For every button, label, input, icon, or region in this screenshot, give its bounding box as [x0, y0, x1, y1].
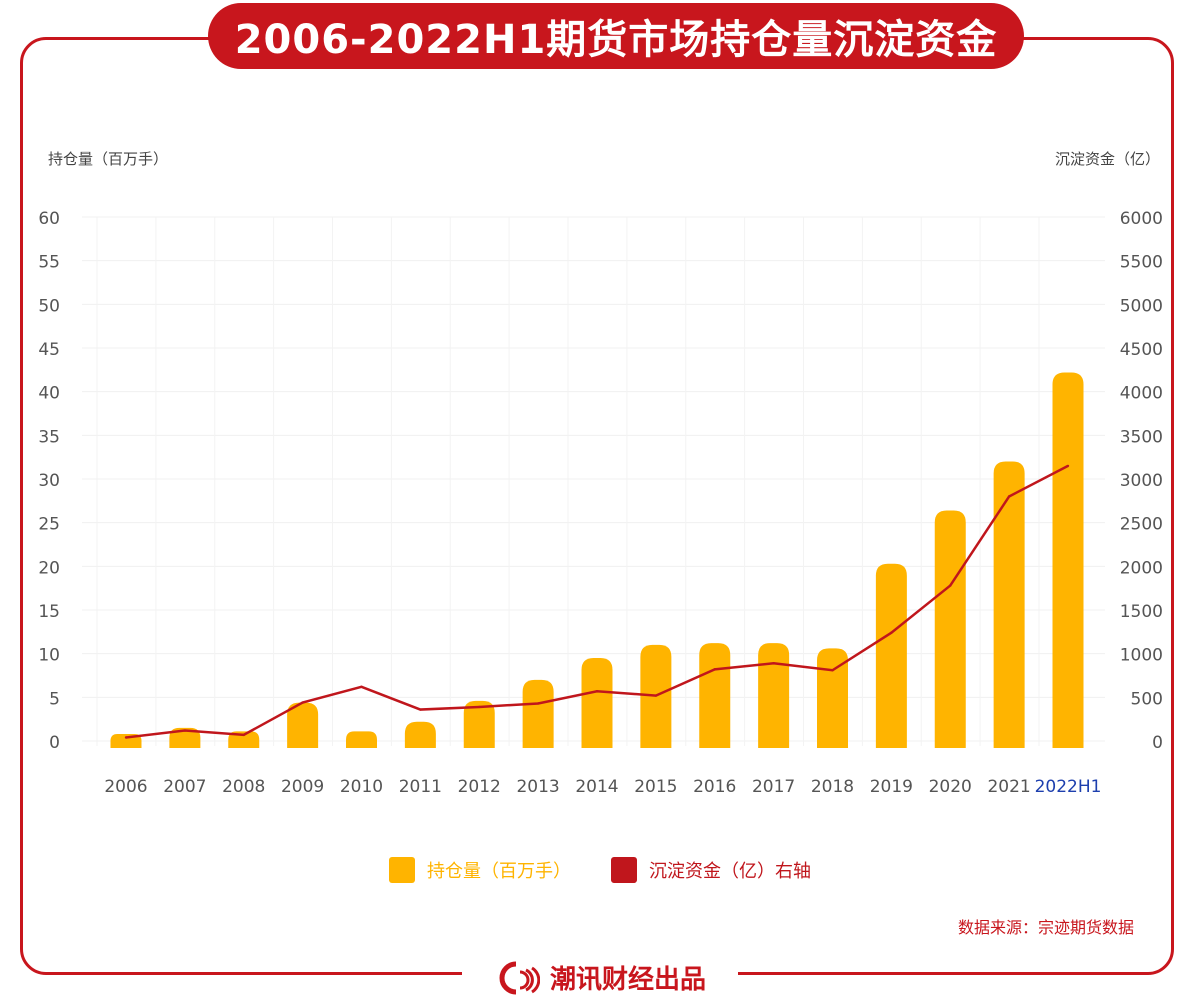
data-source: 数据来源：宗迹期货数据: [957, 918, 1134, 937]
bar: [758, 643, 790, 748]
x-tick-label: 2017: [752, 777, 795, 797]
line-point: [713, 668, 716, 671]
right-tick-label: 3500: [1120, 427, 1163, 447]
legend-swatch-line: [611, 857, 637, 883]
left-tick-label: 0: [49, 733, 60, 753]
line-point: [654, 694, 658, 697]
right-tick-label: 2000: [1120, 558, 1163, 578]
bar: [817, 648, 848, 748]
x-tick-label: 2006: [104, 777, 147, 797]
line-point: [1007, 495, 1011, 498]
line-point: [183, 729, 187, 732]
left-tick-label: 50: [38, 296, 60, 316]
x-tick-label: 2007: [163, 777, 206, 797]
left-axis-title: 持仓量（百万手）: [48, 150, 169, 168]
x-tick-label: 2019: [870, 777, 913, 797]
line-point: [419, 708, 422, 711]
bar: [404, 721, 436, 748]
right-tick-label: 2500: [1120, 515, 1163, 535]
right-tick-label: 5500: [1120, 253, 1163, 273]
bar: [169, 727, 201, 748]
bar: [875, 563, 907, 748]
x-tick-label: 2016: [693, 777, 736, 797]
legend-item-bar[interactable]: 持仓量（百万手）: [389, 857, 571, 883]
left-tick-label: 30: [38, 471, 60, 491]
bar: [287, 702, 319, 748]
line-point: [831, 669, 834, 672]
x-tick-label: 2015: [634, 777, 677, 797]
legend: 持仓量（百万手） 沉淀资金（亿）右轴: [0, 857, 1200, 883]
left-tick-label: 45: [38, 340, 60, 360]
legend-label-line: 沉淀资金（亿）右轴: [649, 861, 811, 882]
legend-swatch-bar: [389, 857, 415, 883]
left-tick-label: 20: [38, 558, 60, 578]
left-tick-label: 15: [38, 602, 60, 622]
chart-title: 2006-2022H1期货市场持仓量沉淀资金: [208, 3, 1024, 69]
x-tick-label: 2022H1: [1035, 777, 1102, 797]
line-point: [478, 705, 481, 709]
x-tick-label: 2009: [281, 777, 324, 797]
line-point: [949, 584, 952, 587]
brand-logo-icon: [499, 961, 540, 994]
x-tick-label: 2014: [575, 777, 618, 797]
line-point: [242, 733, 245, 737]
left-tick-label: 5: [49, 689, 60, 709]
bar: [463, 700, 495, 748]
left-tick-label: 55: [38, 253, 60, 273]
right-tick-label: 6000: [1120, 209, 1163, 229]
bar: [993, 461, 1025, 748]
right-tick-label: 4000: [1120, 384, 1163, 404]
line-point: [536, 702, 540, 705]
footer-brand: 潮讯财经出品: [462, 955, 738, 1000]
legend-item-line[interactable]: 沉淀资金（亿）右轴: [611, 857, 811, 883]
line-point: [890, 631, 893, 634]
line-point: [595, 690, 599, 693]
x-tick-label: 2018: [811, 777, 854, 797]
right-tick-label: 3000: [1120, 471, 1163, 491]
left-tick-label: 35: [38, 427, 60, 447]
left-tick-label: 25: [38, 515, 60, 535]
bar: [346, 731, 377, 748]
bar: [699, 643, 731, 748]
right-axis-title: 沉淀资金（亿）: [1054, 150, 1160, 168]
line-point: [124, 736, 128, 739]
right-tick-label: 500: [1131, 689, 1163, 709]
footer-text: 潮讯财经出品: [549, 965, 706, 995]
x-tick-label: 2020: [929, 777, 972, 797]
line-point: [360, 685, 363, 689]
x-tick-label: 2013: [516, 777, 559, 797]
right-tick-label: 1000: [1120, 646, 1163, 666]
x-tick-label: 2021: [987, 777, 1030, 797]
x-tick-label: 2010: [340, 777, 383, 797]
left-tick-label: 40: [38, 384, 60, 404]
left-tick-label: 10: [38, 646, 60, 666]
line-point: [1066, 464, 1070, 468]
right-tick-label: 0: [1152, 733, 1163, 753]
bar: [934, 510, 966, 748]
line-point: [301, 701, 304, 704]
legend-label-bar: 持仓量（百万手）: [427, 861, 571, 882]
x-tick-label: 2011: [399, 777, 442, 797]
line-point: [772, 662, 775, 665]
right-tick-label: 1500: [1120, 602, 1163, 622]
right-tick-label: 4500: [1120, 340, 1163, 360]
bar: [581, 658, 613, 748]
x-tick-label: 2012: [458, 777, 501, 797]
left-tick-label: 60: [38, 209, 60, 229]
right-tick-label: 5000: [1120, 296, 1163, 316]
bar: [1052, 372, 1084, 748]
bar: [522, 679, 554, 748]
x-tick-label: 2008: [222, 777, 265, 797]
